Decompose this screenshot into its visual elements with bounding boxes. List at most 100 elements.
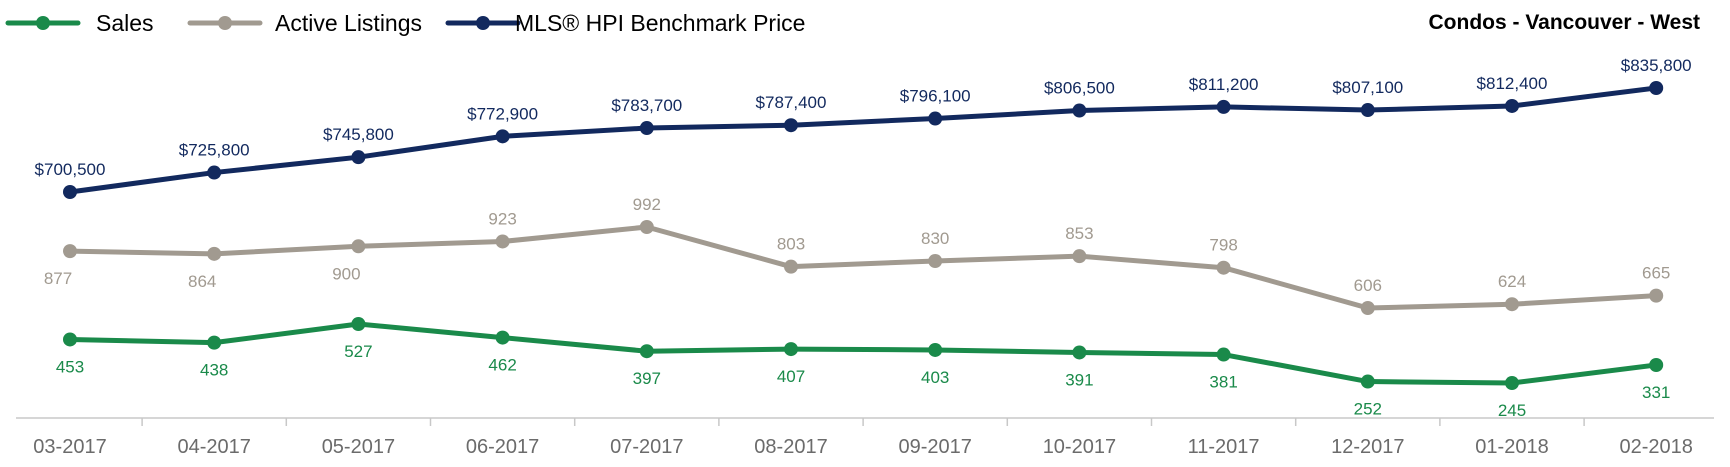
data-point-benchmark-price[interactable] (1072, 103, 1087, 118)
data-label-active-listings: 864 (188, 272, 216, 291)
data-label-sales: 438 (200, 361, 228, 380)
data-label-sales: 397 (633, 369, 661, 388)
data-label-active-listings: 900 (332, 264, 360, 283)
data-label-sales: 462 (488, 356, 516, 375)
data-point-benchmark-price[interactable] (495, 129, 510, 144)
series-line-sales (67, 321, 1659, 386)
data-point-benchmark-price[interactable] (639, 121, 654, 136)
data-point-sales[interactable] (1505, 376, 1519, 390)
x-tick-label: 05-2017 (322, 436, 395, 458)
legend-item-sales[interactable]: Sales (5, 10, 154, 36)
data-label-sales: 331 (1642, 383, 1670, 402)
x-tick-label: 02-2018 (1619, 436, 1692, 458)
data-point-active-listings[interactable] (1216, 260, 1231, 275)
x-tick-label: 12-2017 (1331, 436, 1404, 458)
x-tick-label: 03-2017 (33, 436, 106, 458)
data-label-sales: 403 (921, 368, 949, 387)
data-label-sales: 407 (777, 367, 805, 386)
data-label-active-listings: 877 (44, 269, 72, 288)
data-point-sales[interactable] (1072, 345, 1087, 360)
series-line-active-listings (67, 224, 1659, 311)
data-point-benchmark-price[interactable] (351, 150, 366, 165)
legend-marker-benchmark-price (476, 16, 490, 30)
data-point-active-listings[interactable] (639, 220, 654, 234)
data-point-active-listings[interactable] (928, 253, 943, 268)
data-label-benchmark-price: $835,800 (1621, 56, 1692, 75)
data-label-active-listings: 923 (488, 209, 516, 228)
legend-label-benchmark-price: MLS® HPI Benchmark Price (515, 10, 805, 36)
data-label-benchmark-price: $725,800 (179, 141, 250, 160)
legend-marker-sales (36, 16, 50, 30)
data-label-sales: 391 (1065, 370, 1093, 389)
series-layer (63, 81, 1664, 390)
data-label-active-listings: 606 (1354, 276, 1382, 295)
data-point-active-listings[interactable] (351, 239, 366, 254)
chart-title: Condos - Vancouver - West (1429, 11, 1701, 34)
data-label-benchmark-price: $811,200 (1189, 75, 1259, 94)
data-label-sales: 252 (1354, 400, 1382, 419)
data-point-active-listings[interactable] (1649, 288, 1664, 303)
x-tick-label: 08-2017 (754, 436, 827, 458)
data-label-active-listings: 992 (633, 195, 661, 214)
legend-item-active-listings[interactable]: Active Listings (187, 10, 422, 36)
data-point-sales[interactable] (639, 344, 654, 359)
x-tick-label: 09-2017 (898, 436, 971, 458)
legend: Sales Active Listings MLS® HPI Benchmark… (5, 10, 805, 36)
data-point-active-listings[interactable] (784, 259, 798, 274)
data-point-active-listings[interactable] (495, 234, 510, 249)
data-point-sales[interactable] (351, 317, 366, 331)
data-label-benchmark-price: $745,800 (323, 125, 394, 144)
data-label-benchmark-price: $783,700 (611, 96, 682, 115)
data-point-sales[interactable] (784, 342, 798, 357)
data-point-benchmark-price[interactable] (784, 118, 798, 133)
data-point-benchmark-price[interactable] (63, 185, 77, 199)
data-label-active-listings: 830 (921, 229, 949, 248)
x-tick-label: 06-2017 (466, 436, 539, 458)
data-label-benchmark-price: $812,400 (1477, 74, 1548, 93)
legend-label-sales: Sales (96, 10, 154, 36)
data-point-sales[interactable] (1360, 374, 1375, 389)
x-tick-label: 11-2017 (1188, 436, 1260, 458)
data-label-sales: 381 (1209, 373, 1237, 392)
data-point-sales[interactable] (63, 332, 77, 347)
data-point-active-listings[interactable] (1505, 297, 1519, 312)
x-tick-label: 07-2017 (610, 436, 683, 458)
data-point-sales[interactable] (1216, 347, 1231, 362)
data-point-active-listings[interactable] (63, 244, 77, 259)
data-label-active-listings: 624 (1498, 272, 1526, 291)
data-label-benchmark-price: $796,100 (900, 87, 971, 106)
data-label-benchmark-price: $772,900 (467, 104, 538, 123)
data-point-benchmark-price[interactable] (207, 165, 222, 180)
x-tick-label: 01-2018 (1475, 436, 1548, 458)
data-point-benchmark-price[interactable] (1360, 103, 1375, 118)
data-point-benchmark-price[interactable] (1649, 81, 1664, 95)
data-point-active-listings[interactable] (1360, 301, 1375, 315)
legend-item-benchmark-price[interactable]: MLS® HPI Benchmark Price (445, 10, 805, 36)
x-tick-label: 10-2017 (1043, 436, 1116, 458)
data-point-sales[interactable] (928, 342, 943, 357)
data-label-active-listings: 798 (1209, 236, 1237, 255)
data-point-benchmark-price[interactable] (1505, 98, 1519, 113)
x-axis-ticks: 03-2017 04-2017 05-2017 06-2017 07-2017 08-20… (33, 418, 1693, 458)
data-point-benchmark-price[interactable] (928, 111, 943, 126)
data-point-sales[interactable] (1649, 358, 1664, 373)
x-tick-label: 04-2017 (177, 436, 250, 458)
data-label-active-listings: 803 (777, 235, 805, 254)
data-point-active-listings[interactable] (207, 246, 222, 261)
data-label-active-listings: 665 (1642, 264, 1670, 283)
data-label-active-listings: 853 (1065, 224, 1093, 243)
data-point-benchmark-price[interactable] (1216, 99, 1231, 114)
data-label-sales: 245 (1498, 401, 1526, 420)
data-point-sales[interactable] (207, 335, 222, 350)
data-label-benchmark-price: $806,500 (1044, 79, 1115, 98)
data-label-benchmark-price: $807,100 (1332, 78, 1403, 97)
legend-marker-active-listings (218, 16, 232, 30)
series-line-benchmark-price (67, 85, 1659, 195)
data-labels-layer: 453 438 527 462 397 407 403 391 381 252 245 331 877 8… (35, 56, 1692, 420)
data-label-benchmark-price: $787,400 (756, 93, 827, 112)
data-label-sales: 453 (56, 357, 84, 376)
data-label-sales: 527 (344, 342, 372, 361)
data-point-sales[interactable] (495, 330, 510, 345)
data-point-active-listings[interactable] (1072, 249, 1087, 264)
